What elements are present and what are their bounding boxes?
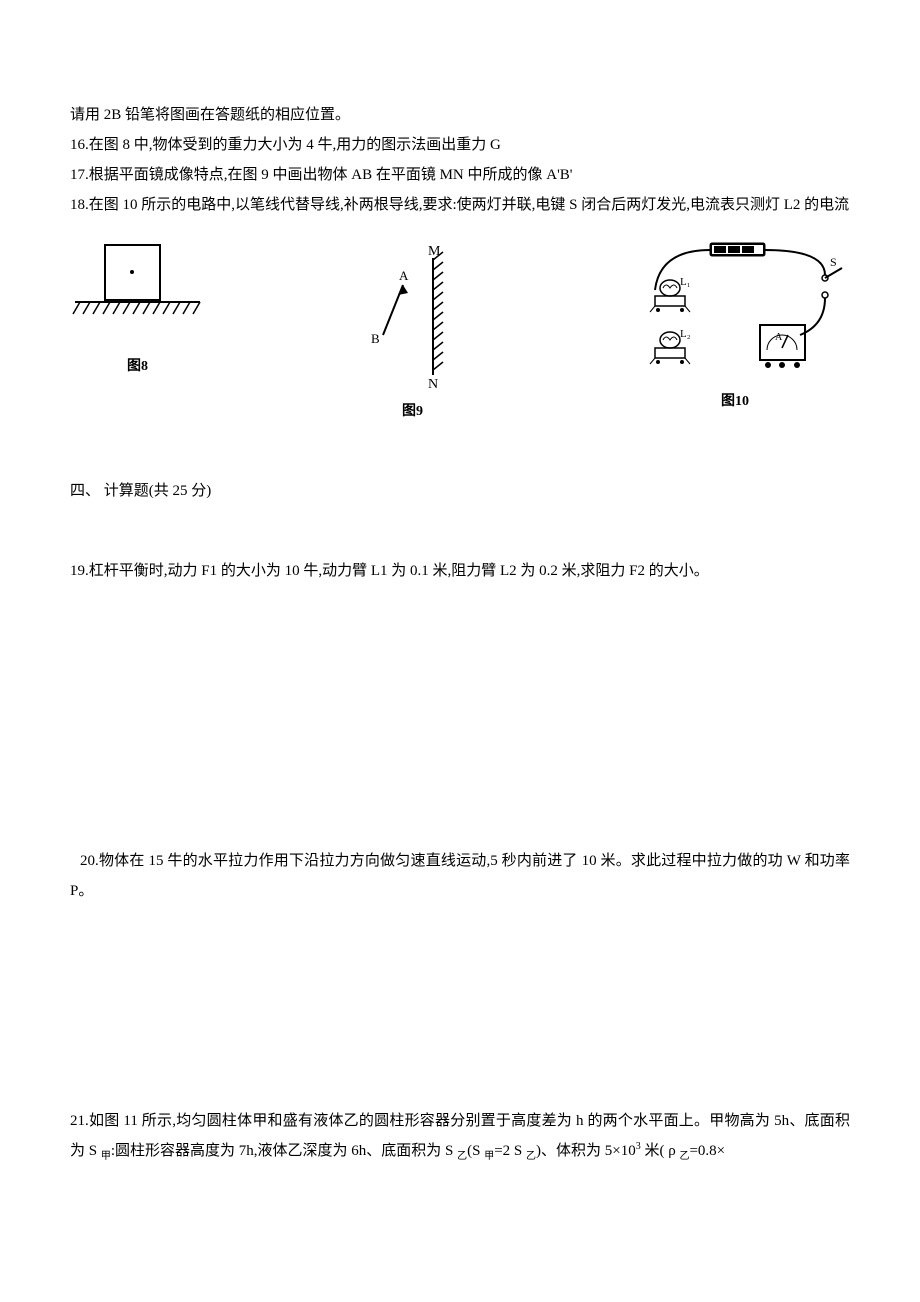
svg-text:S: S — [830, 255, 837, 269]
p21-part2: :圆柱形容器高度为 7h,液体乙深度为 6h、底面积为 S — [111, 1143, 457, 1159]
p21-sub3: 甲 — [484, 1151, 494, 1162]
svg-text:A: A — [775, 332, 783, 343]
instruction-text: 请用 2B 铅笔将图画在答题纸的相应位置。 — [70, 100, 850, 130]
figure-8-label: 图8 — [127, 353, 148, 381]
p21-part4: =2 S — [494, 1143, 526, 1159]
section-4-title: 四、 计算题(共 25 分) — [70, 476, 850, 506]
figure-9-block: M N A B 图9 — [353, 240, 473, 426]
svg-text:A: A — [399, 268, 409, 283]
svg-text:M: M — [428, 244, 441, 259]
problem-18: 18.在图 10 所示的电路中,以笔线代替导线,补两根导线,要求:使两灯并联,电… — [70, 190, 850, 220]
svg-text:N: N — [428, 377, 438, 390]
figure-8-block: 图8 — [70, 240, 205, 381]
p21-sub5: 乙 — [679, 1151, 689, 1162]
p21-part7: =0.8× — [689, 1143, 725, 1159]
figure-10-label: 图10 — [721, 388, 749, 416]
figures-container: 图8 M N A B 图9 — [70, 240, 850, 426]
problem-21: 21.如图 11 所示,均匀圆柱体甲和盛有液体乙的圆柱形容器分别置于高度差为 h… — [70, 1106, 850, 1167]
figure-9-label: 图9 — [402, 398, 423, 426]
p21-sub1: 甲 — [101, 1151, 111, 1162]
problem-17: 17.根据平面镜成像特点,在图 9 中画出物体 AB 在平面镜 MN 中所成的像… — [70, 160, 850, 190]
svg-text:L₁: L₁ — [680, 276, 691, 288]
figure-9-svg: M N A B — [353, 240, 473, 390]
svg-text:B: B — [371, 331, 380, 346]
problem-19: 19.杠杆平衡时,动力 F1 的大小为 10 牛,动力臂 L1 为 0.1 米,… — [70, 556, 850, 586]
p21-part6: 米( ρ — [641, 1143, 680, 1159]
p21-sub4: 乙 — [526, 1151, 536, 1162]
figure-10-svg: S L₁ L₂ A — [620, 240, 850, 380]
svg-text:L₂: L₂ — [680, 328, 691, 340]
p21-sub2: 乙 — [457, 1151, 467, 1162]
p21-part5: )、体积为 5×10 — [536, 1143, 636, 1159]
figure-8-svg — [70, 240, 205, 345]
problem-20: 20.物体在 15 牛的水平拉力作用下沿拉力方向做匀速直线运动,5 秒内前进了 … — [70, 846, 850, 906]
problem-16: 16.在图 8 中,物体受到的重力大小为 4 牛,用力的图示法画出重力 G — [70, 130, 850, 160]
p21-part3: (S — [467, 1143, 484, 1159]
figure-10-block: S L₁ L₂ A — [620, 240, 850, 416]
